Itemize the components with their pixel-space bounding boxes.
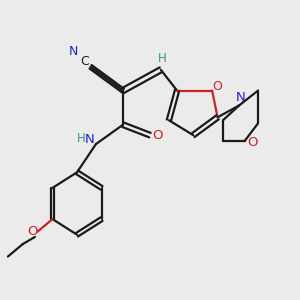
Text: O: O [28, 225, 38, 238]
Text: O: O [152, 129, 163, 142]
Text: H: H [77, 132, 85, 145]
Text: N: N [236, 92, 245, 104]
Text: C: C [80, 55, 89, 68]
Text: O: O [212, 80, 222, 94]
Text: N: N [69, 45, 79, 58]
Text: N: N [85, 133, 95, 146]
Text: O: O [247, 136, 257, 149]
Text: H: H [158, 52, 167, 65]
